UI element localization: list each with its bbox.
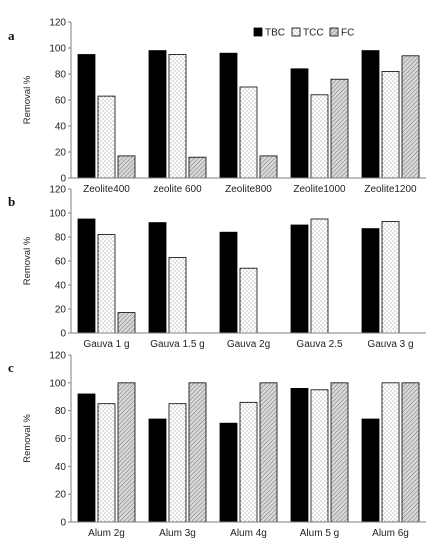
- bar-tcc: [168, 54, 187, 179]
- x-tick-label: Alum 3g: [159, 528, 196, 539]
- y-tick-label: 20: [55, 305, 67, 316]
- x-tick-label: Gauva 2.5: [296, 339, 343, 350]
- bar-fc: [188, 382, 207, 523]
- x-tick-label: zeolite 600: [153, 184, 202, 195]
- y-tick-label: 80: [55, 70, 67, 81]
- y-tick-label: 100: [49, 44, 66, 55]
- bar-tcc: [97, 234, 116, 334]
- bar-fc: [330, 78, 349, 179]
- bar-tbc: [148, 418, 167, 523]
- y-tick-label: 40: [55, 281, 67, 292]
- x-tick-label: Alum 2g: [88, 528, 125, 539]
- bar-tbc: [290, 387, 309, 523]
- y-tick-label: 40: [55, 462, 67, 473]
- panel-letter-a: a: [8, 28, 15, 43]
- legend-swatch-tbc: [253, 27, 263, 37]
- y-axis-title: Removal %: [22, 75, 33, 124]
- y-tick-label: 20: [55, 148, 67, 159]
- chart-panel-c: c Removal % 0 20 40 60 80 100 120 Alum 2g Alum 3g A…: [8, 351, 426, 539]
- legend-label-fc: FC: [341, 28, 354, 39]
- panel-letter-c: c: [8, 360, 14, 375]
- x-tick-label: Zeolite400: [83, 184, 130, 195]
- y-tick-label: 0: [60, 518, 66, 529]
- chart-legend: TBC TCC FC: [253, 27, 354, 39]
- bar-fc: [401, 55, 420, 179]
- bar-tcc: [97, 403, 116, 523]
- bar-tbc: [77, 54, 96, 179]
- legend-label-tbc: TBC: [265, 28, 285, 39]
- bar-tbc: [77, 218, 96, 334]
- x-tick-label: Zeolite800: [225, 184, 272, 195]
- bar-fc: [401, 382, 420, 523]
- x-tick-label: Alum 6g: [372, 528, 409, 539]
- bar-fc: [117, 155, 136, 179]
- y-tick-label: 80: [55, 233, 67, 244]
- bar-tcc: [239, 267, 258, 334]
- bar-tcc: [310, 389, 329, 523]
- y-tick-label: 120: [49, 185, 66, 196]
- y-tick-label: 20: [55, 490, 67, 501]
- y-tick-label: 100: [49, 209, 66, 220]
- bar-tcc: [97, 95, 116, 179]
- bar-fc: [259, 382, 278, 523]
- bar-tcc: [168, 256, 187, 334]
- bar-tcc: [239, 401, 258, 523]
- x-tick-label: Alum 4g: [230, 528, 267, 539]
- y-tick-label: 120: [49, 351, 66, 362]
- y-axis-title: Removal %: [22, 236, 33, 285]
- y-tick-label: 60: [55, 434, 67, 445]
- legend-swatch-fc: [329, 27, 339, 37]
- bar-tbc: [219, 52, 238, 179]
- bar-tcc: [381, 71, 400, 179]
- bar-tbc: [290, 224, 309, 334]
- bar-tbc: [290, 68, 309, 179]
- x-tick-label: Gauva 2g: [227, 339, 270, 350]
- bar-fc: [259, 155, 278, 179]
- x-tick-label: Gauva 1.5 g: [150, 339, 204, 350]
- y-tick-label: 100: [49, 378, 66, 389]
- bar-tbc: [219, 231, 238, 334]
- chart-panel-b: b Removal % 0 20 40 60 80 100 120 Gauva 1 g Gauva …: [8, 185, 426, 350]
- bar-tbc: [361, 50, 380, 179]
- x-tick-label: Zeolite1200: [364, 184, 417, 195]
- y-tick-label: 0: [60, 329, 66, 340]
- x-tick-label: Gauva 3 g: [367, 339, 413, 350]
- panel-letter-b: b: [8, 194, 15, 209]
- bar-fc: [117, 312, 136, 334]
- bar-tcc: [310, 218, 329, 334]
- bar-tcc: [310, 94, 329, 179]
- legend-swatch-tcc: [291, 27, 301, 37]
- y-axis-title: Removal %: [22, 414, 33, 463]
- bar-tbc: [361, 418, 380, 523]
- bar-fc: [188, 156, 207, 179]
- y-tick-label: 60: [55, 257, 67, 268]
- x-tick-label: Alum 5 g: [300, 528, 339, 539]
- legend-label-tcc: TCC: [303, 28, 324, 39]
- bar-tbc: [361, 228, 380, 334]
- y-tick-label: 0: [60, 174, 66, 185]
- y-tick-label: 120: [49, 18, 66, 29]
- x-tick-label: Gauva 1 g: [83, 339, 129, 350]
- y-tick-label: 40: [55, 122, 67, 133]
- bar-tcc: [381, 220, 400, 334]
- bar-tbc: [148, 50, 167, 179]
- bar-fc: [330, 382, 349, 523]
- bar-fc: [117, 382, 136, 523]
- chart-panel-a: a Removal % 0 20 40 60 80 100 120 Zeolite400 zeoli…: [8, 18, 426, 195]
- bar-tcc: [168, 403, 187, 523]
- bar-tbc: [148, 222, 167, 334]
- y-tick-label: 60: [55, 96, 67, 107]
- bar-tbc: [219, 422, 238, 523]
- y-tick-label: 80: [55, 406, 67, 417]
- bar-tbc: [77, 393, 96, 523]
- x-tick-label: Zeolite1000: [293, 184, 346, 195]
- bar-tcc: [239, 86, 258, 179]
- bar-tcc: [381, 382, 400, 523]
